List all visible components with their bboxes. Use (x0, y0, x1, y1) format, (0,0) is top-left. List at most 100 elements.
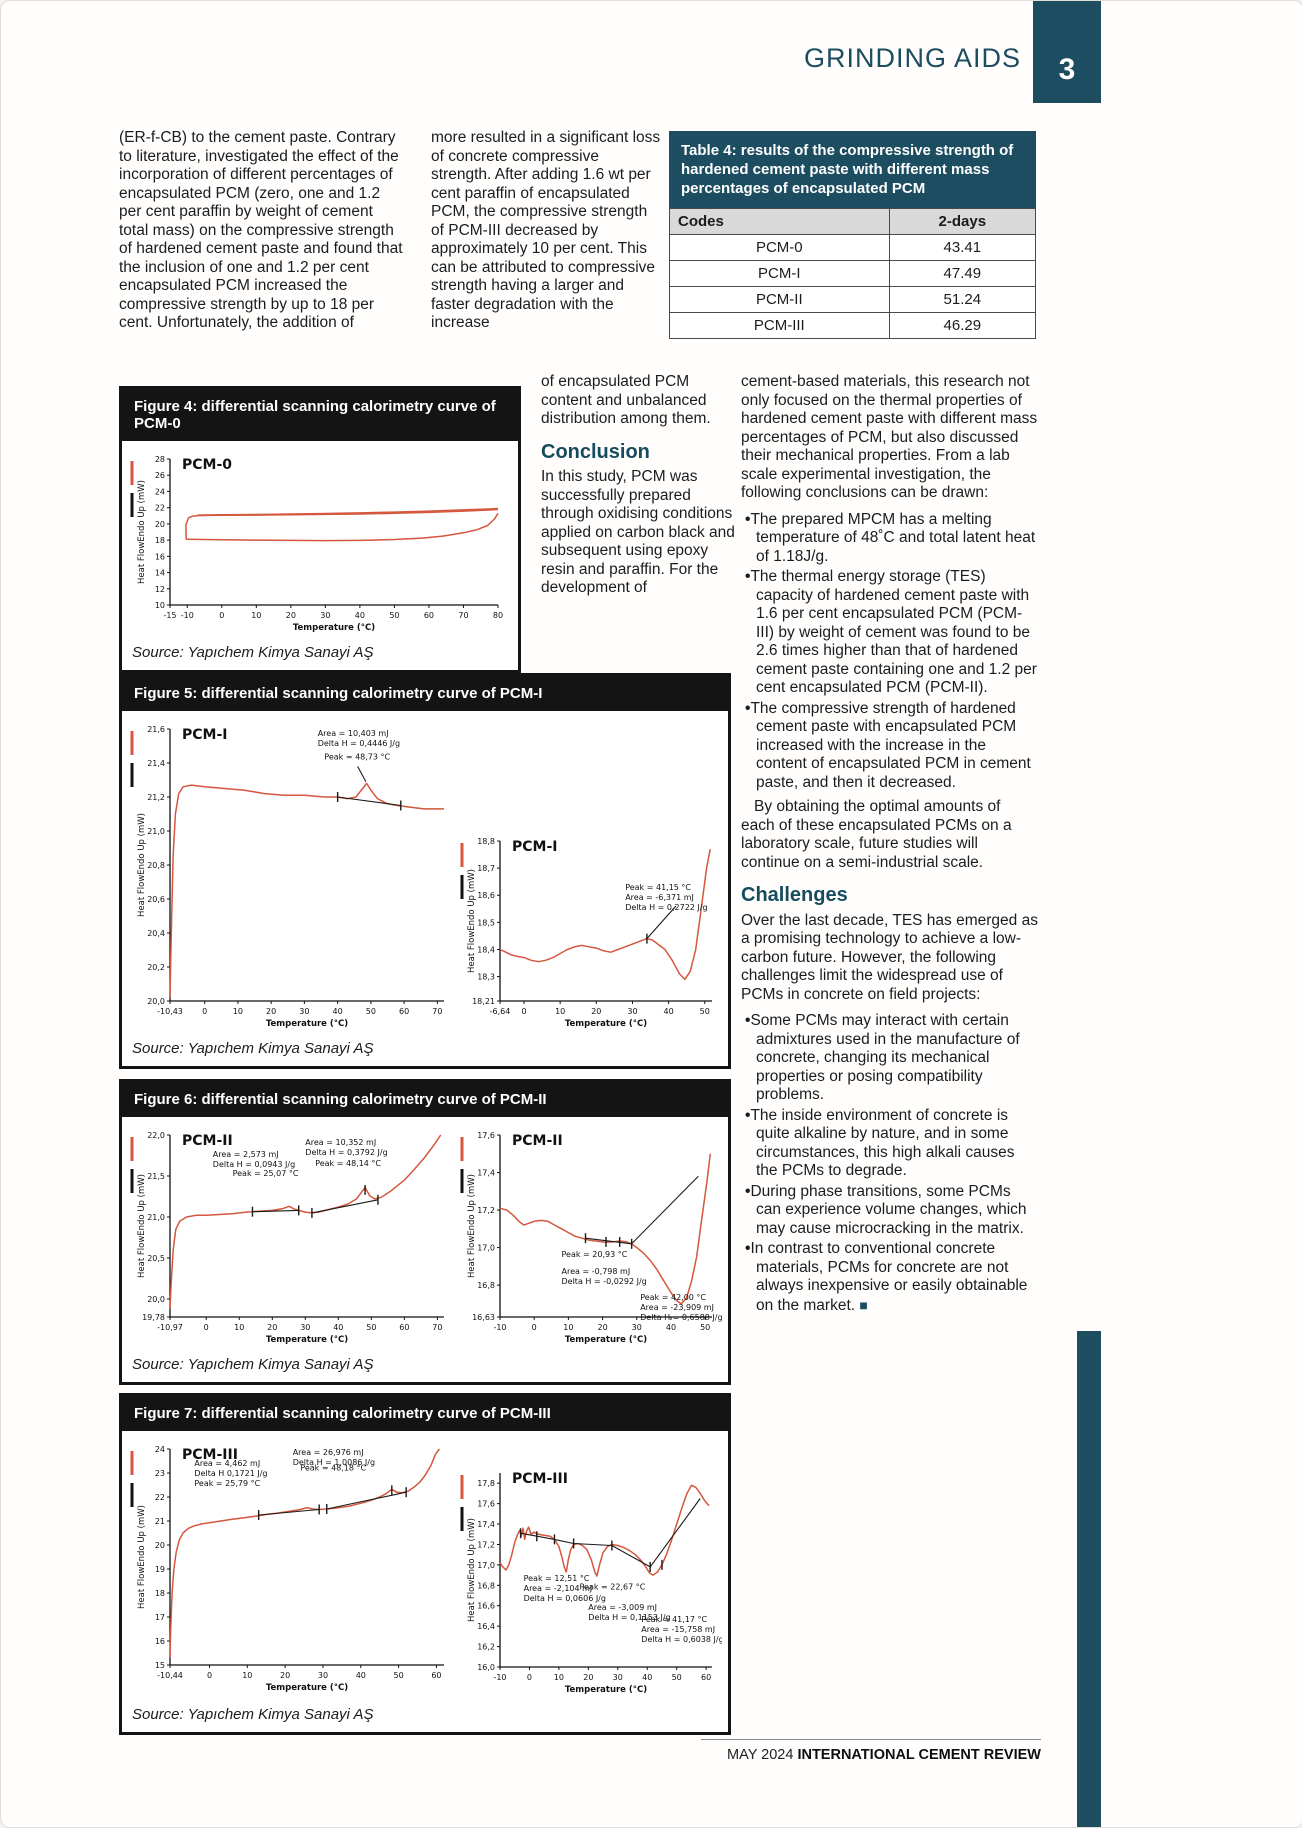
svg-text:Peak = 41,17 °C: Peak = 41,17 °C (641, 1615, 707, 1624)
svg-text:21: 21 (155, 1517, 165, 1526)
svg-text:24: 24 (155, 487, 165, 496)
svg-text:Peak = 25,79 °C: Peak = 25,79 °C (194, 1479, 260, 1488)
svg-text:40: 40 (642, 1673, 652, 1682)
cell-value: 47.49 (888, 260, 1037, 287)
svg-text:10: 10 (555, 1007, 565, 1016)
svg-text:Delta H = 0,2722 J/g: Delta H = 0,2722 J/g (625, 903, 707, 912)
svg-text:16,63: 16,63 (472, 1313, 495, 1322)
bullet-item: The prepared MPCM has a melting temperat… (745, 511, 1038, 567)
svg-text:70: 70 (458, 611, 468, 620)
svg-text:21,4: 21,4 (147, 759, 165, 768)
svg-text:0: 0 (532, 1323, 537, 1332)
table-row: PCM-II 51.24 (669, 286, 1037, 313)
svg-text:30: 30 (632, 1323, 642, 1332)
footer-rule (701, 1739, 1041, 1740)
dsc-chart-pcm0: Heat FlowEndo Up (mW) 10 12 14 16 18 20 22 24 26 2… (124, 445, 508, 642)
figure-4-source: Source: Yapıchem Kimya Sanayi AŞ (132, 644, 374, 661)
bullet-item: During phase transitions, some PCMs can … (745, 1183, 1038, 1239)
svg-text:40: 40 (355, 611, 365, 620)
svg-text:21,0: 21,0 (147, 1213, 165, 1222)
svg-text:Delta H = -0,0292 J/g: Delta H = -0,0292 J/g (562, 1277, 647, 1286)
svg-text:50: 50 (672, 1673, 682, 1682)
svg-text:20: 20 (286, 611, 296, 620)
svg-text:PCM-III: PCM-III (182, 1447, 238, 1463)
svg-text:16,2: 16,2 (477, 1643, 495, 1652)
footer-date: MAY 2024 (727, 1747, 794, 1763)
cell-code: PCM-I (669, 260, 890, 287)
svg-text:Peak = 41,15 °C: Peak = 41,15 °C (625, 883, 691, 892)
left-paragraph: (ER-f-CB) to the cement paste. Contrary … (119, 129, 403, 331)
figure-4-title: Figure 4: differential scanning calorime… (122, 389, 518, 441)
dsc-chart-pcm1-cooling: Heat FlowEndo Up (mW) 18,21 18,3 18,4 18,5 18… (454, 827, 722, 1038)
svg-text:50: 50 (366, 1007, 376, 1016)
bullet-item: The compressive strength of hardened cem… (745, 700, 1038, 793)
svg-text:Area = -2,104 mJ: Area = -2,104 mJ (524, 1584, 593, 1593)
bullet-item: The thermal energy storage (TES) capacit… (745, 568, 1038, 698)
figure-6-source: Source: Yapıchem Kimya Sanayi AŞ (132, 1356, 374, 1373)
middle-paragraph: more resulted in a significant loss of c… (431, 129, 661, 331)
svg-text:Heat FlowEndo Up (mW): Heat FlowEndo Up (mW) (467, 869, 477, 973)
svg-text:12: 12 (155, 585, 165, 594)
table-4: Table 4: results of the compressive stre… (669, 131, 1037, 339)
svg-text:60: 60 (399, 1007, 409, 1016)
svg-text:50: 50 (394, 1671, 404, 1680)
figure-5: Figure 5: differential scanning calorime… (119, 673, 731, 1069)
bullet-text: In contrast to conventional concrete mat… (750, 1240, 1028, 1314)
svg-text:17,0: 17,0 (477, 1244, 495, 1253)
svg-text:18,6: 18,6 (477, 891, 495, 900)
middle-column-top: more resulted in a significant loss of c… (431, 129, 663, 341)
figure-5-title: Figure 5: differential scanning calorime… (122, 676, 728, 711)
svg-text:20: 20 (155, 520, 165, 529)
svg-text:20: 20 (266, 1007, 276, 1016)
conclusion-paragraph: In this study, PCM was successfully prep… (541, 468, 735, 596)
svg-text:Delta H = 0,6588 J/g: Delta H = 0,6588 J/g (640, 1313, 722, 1322)
svg-text:18,7: 18,7 (477, 864, 495, 873)
table-row: PCM-III 46.29 (669, 312, 1037, 339)
bullet-item: In contrast to conventional concrete mat… (745, 1240, 1038, 1315)
svg-text:Heat FlowEndo Up (mW): Heat FlowEndo Up (mW) (467, 1518, 477, 1622)
svg-text:Temperature (°C): Temperature (°C) (266, 1019, 348, 1029)
svg-text:17,4: 17,4 (477, 1520, 495, 1529)
svg-text:16,0: 16,0 (477, 1663, 495, 1672)
svg-text:23: 23 (155, 1469, 165, 1478)
dsc-chart-pcm2-cooling: Heat FlowEndo Up (mW) 16,63 16,8 17,0 17,2 17… (454, 1121, 723, 1354)
svg-text:40: 40 (333, 1323, 343, 1332)
cell-code: PCM-0 (669, 234, 890, 261)
right-column: cement-based materials, this research no… (741, 373, 1038, 1321)
table-4-title: Table 4: results of the compressive stre… (669, 131, 1036, 208)
svg-text:-10: -10 (493, 1673, 506, 1682)
svg-text:PCM-0: PCM-0 (182, 457, 232, 473)
svg-text:18,8: 18,8 (477, 837, 495, 846)
figure-7-title: Figure 7: differential scanning calorime… (122, 1396, 728, 1431)
conclusion-heading: Conclusion (541, 440, 650, 463)
svg-text:22,0: 22,0 (147, 1131, 165, 1140)
svg-text:0: 0 (207, 1671, 212, 1680)
section-title: GRINDING AIDS (803, 43, 1021, 73)
svg-text:70: 70 (432, 1323, 442, 1332)
svg-text:50: 50 (389, 611, 399, 620)
bullet-item: Some PCMs may interact with certain admi… (745, 1012, 1038, 1105)
right-paragraph: cement-based materials, this research no… (741, 373, 1038, 501)
svg-text:10: 10 (233, 1007, 243, 1016)
svg-text:16,8: 16,8 (477, 1281, 495, 1290)
svg-text:14: 14 (155, 569, 165, 578)
svg-text:10: 10 (155, 601, 165, 610)
dsc-chart-pcm3-cooling: Heat FlowEndo Up (mW) 16,0 16,2 16,4 16,6 16,… (454, 1459, 724, 1704)
svg-text:-6,64: -6,64 (490, 1007, 511, 1016)
svg-text:PCM-III: PCM-III (512, 1471, 568, 1487)
svg-text:Temperature (°C): Temperature (°C) (266, 1335, 348, 1345)
page-number-box: 3 (1033, 1, 1101, 103)
footer: MAY 2024 INTERNATIONAL CEMENT REVIEW (561, 1747, 1041, 1763)
svg-text:15: 15 (155, 1661, 165, 1670)
svg-text:Area = -15,758 mJ: Area = -15,758 mJ (641, 1625, 715, 1634)
svg-text:-10,44: -10,44 (157, 1671, 183, 1680)
dsc-chart-pcm2-heating: Heat FlowEndo Up (mW) 19,78 20,0 20,5 21,0 21… (124, 1121, 454, 1354)
svg-text:-10: -10 (493, 1323, 506, 1332)
svg-text:17,0: 17,0 (477, 1561, 495, 1570)
svg-text:Area = 10,403 mJ: Area = 10,403 mJ (318, 729, 389, 738)
svg-text:20: 20 (280, 1671, 290, 1680)
challenges-bullets: Some PCMs may interact with certain admi… (741, 1012, 1038, 1315)
svg-text:PCM-II: PCM-II (182, 1133, 233, 1149)
svg-text:Heat FlowEndo Up (mW): Heat FlowEndo Up (mW) (137, 813, 147, 917)
